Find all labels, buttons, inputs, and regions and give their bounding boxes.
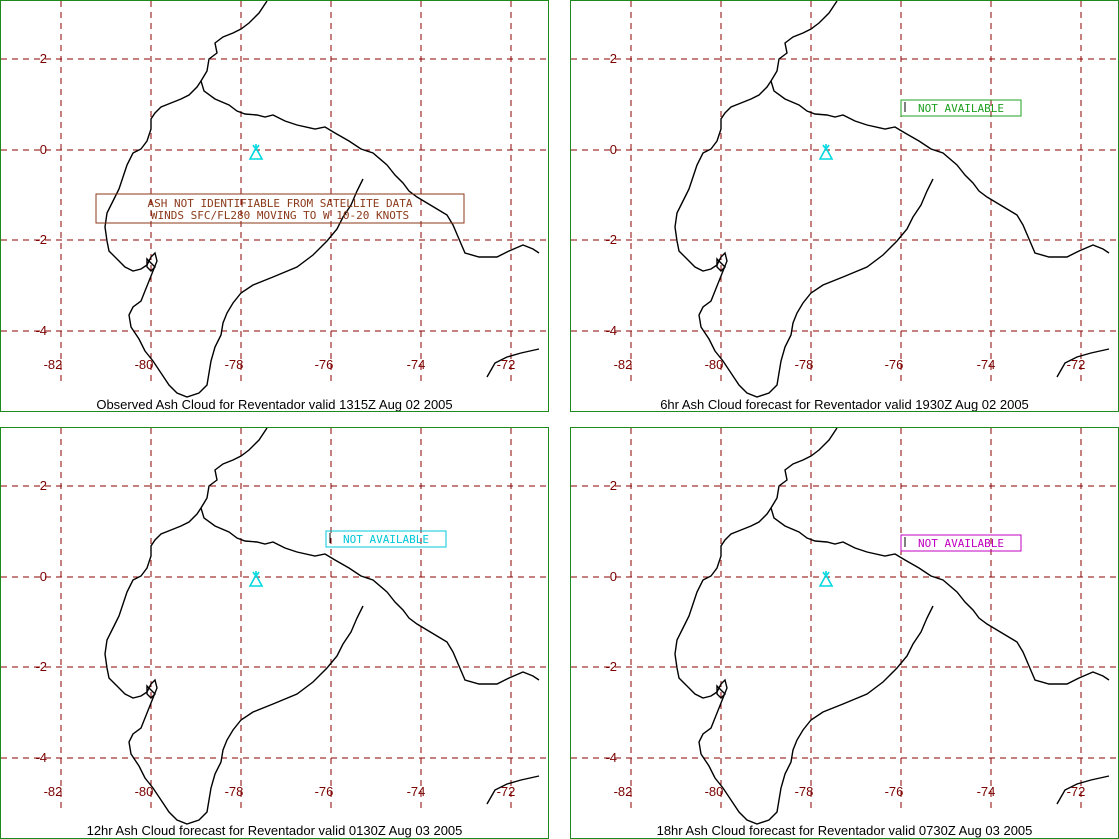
volcano-icon xyxy=(248,144,264,160)
coastline-path xyxy=(146,257,156,272)
coastline-path xyxy=(674,80,934,398)
x-tick-label: -76 xyxy=(885,357,904,372)
x-tick-label: -78 xyxy=(225,784,244,799)
x-tick-label: -78 xyxy=(795,784,814,799)
x-tick-label: -72 xyxy=(497,784,516,799)
ash-note-line: NOT AVAILABLE xyxy=(918,102,1004,115)
grid xyxy=(1,428,548,808)
coastline-path xyxy=(674,507,934,825)
y-tick-label: 0 xyxy=(40,569,47,584)
x-tick-label: -76 xyxy=(885,784,904,799)
volcano-icon xyxy=(248,571,264,587)
coastline-path xyxy=(1056,348,1110,378)
y-tick-label: -4 xyxy=(35,323,47,338)
x-tick-label: -72 xyxy=(1067,784,1086,799)
x-tick-label: -76 xyxy=(315,784,334,799)
volcano-icon xyxy=(818,144,834,160)
x-tick-label: -74 xyxy=(977,784,996,799)
map-plot: -82 -80 -78 -76 -74 -72 2 0 -2 -4 NOT AVAILABLE xyxy=(571,428,1118,825)
y-tick-label: 2 xyxy=(610,478,617,493)
x-tick-label: -80 xyxy=(135,357,154,372)
x-tick-label: -80 xyxy=(705,784,724,799)
coastline-path xyxy=(486,775,540,805)
panel-caption: 18hr Ash Cloud forecast for Reventador v… xyxy=(656,823,1033,838)
ash-note-line: WINDS SFC/FL280 MOVING TO W 10-20 KNOTS xyxy=(151,209,409,222)
y-tick-label: 0 xyxy=(40,142,47,157)
x-tick-label: -82 xyxy=(44,784,63,799)
x-tick-label: -72 xyxy=(497,357,516,372)
grid xyxy=(1,1,548,381)
y-tick-label: 2 xyxy=(610,51,617,66)
coastline-path xyxy=(716,684,726,699)
ash-status-note: NOT AVAILABLE xyxy=(900,534,1022,552)
panel-caption: 12hr Ash Cloud forecast for Reventador v… xyxy=(86,823,463,838)
ash-note-line: NOT AVAILABLE xyxy=(343,533,429,546)
ash-status-note: NOT AVAILABLE xyxy=(325,530,447,548)
coastline-path xyxy=(486,348,540,378)
x-tick-label: -74 xyxy=(977,357,996,372)
x-tick-label: -78 xyxy=(795,357,814,372)
coastline-path xyxy=(200,1,540,258)
ash-note-line: ASH NOT IDENTIFIABLE FROM SATELLITE DATA xyxy=(148,197,413,210)
map-panel-observed: -82 -80 -78 -76 -74 -72 2 0 -2 -4 ASH NOT IDENTIFI… xyxy=(0,0,549,412)
y-tick-label: -2 xyxy=(605,659,617,674)
y-tick-label: 2 xyxy=(40,51,47,66)
coastline-path xyxy=(146,684,156,699)
panel-caption: 6hr Ash Cloud forecast for Reventador va… xyxy=(660,397,1029,412)
x-tick-label: -74 xyxy=(407,784,426,799)
y-tick-label: -2 xyxy=(35,659,47,674)
x-tick-label: -78 xyxy=(225,357,244,372)
panel-caption: Observed Ash Cloud for Reventador valid … xyxy=(96,397,453,412)
ash-note-line: NOT AVAILABLE xyxy=(918,537,1004,550)
coastline-path xyxy=(1056,775,1110,805)
coastline xyxy=(104,1,540,398)
map-plot: -82 -80 -78 -76 -74 -72 2 0 -2 -4 NOT AVAILABLE xyxy=(571,1,1118,398)
y-tick-label: -4 xyxy=(605,323,617,338)
y-tick-label: 0 xyxy=(610,569,617,584)
coastline-path xyxy=(104,507,364,825)
x-tick-label: -82 xyxy=(614,784,633,799)
volcano-icon xyxy=(818,571,834,587)
x-tick-label: -82 xyxy=(614,357,633,372)
y-tick-label: -4 xyxy=(35,750,47,765)
ash-status-note: NOT AVAILABLE xyxy=(900,99,1022,117)
coastline-path xyxy=(104,80,364,398)
map-panel-18hr: -82 -80 -78 -76 -74 -72 2 0 -2 -4 NOT AVAILABLE 18… xyxy=(570,427,1119,839)
y-tick-label: -4 xyxy=(605,750,617,765)
x-tick-label: -72 xyxy=(1067,357,1086,372)
map-plot: -82 -80 -78 -76 -74 -72 2 0 -2 -4 NOT AVAILABLE xyxy=(1,428,548,825)
x-tick-label: -76 xyxy=(315,357,334,372)
map-panel-12hr: -82 -80 -78 -76 -74 -72 2 0 -2 -4 NOT AVAILABLE 12… xyxy=(0,427,549,839)
grid xyxy=(571,1,1118,381)
coastline-path xyxy=(770,1,1110,258)
x-tick-label: -82 xyxy=(44,357,63,372)
coastline xyxy=(104,428,540,825)
coastline xyxy=(674,1,1110,398)
map-plot: -82 -80 -78 -76 -74 -72 2 0 -2 -4 ASH NOT IDENTIFI… xyxy=(1,1,548,398)
y-tick-label: 2 xyxy=(40,478,47,493)
grid xyxy=(571,428,1118,808)
x-tick-label: -74 xyxy=(407,357,426,372)
ash-status-note: ASH NOT IDENTIFIABLE FROM SATELLITE DATA… xyxy=(95,193,465,224)
map-panel-6hr: -82 -80 -78 -76 -74 -72 2 0 -2 -4 NOT AVAILABLE 6h… xyxy=(570,0,1119,412)
coastline-path xyxy=(716,257,726,272)
coastline-path xyxy=(200,428,540,685)
coastline xyxy=(674,428,1110,825)
y-tick-label: -2 xyxy=(605,232,617,247)
coastline-path xyxy=(770,428,1110,685)
x-tick-label: -80 xyxy=(135,784,154,799)
y-tick-label: -2 xyxy=(35,232,47,247)
x-tick-label: -80 xyxy=(705,357,724,372)
y-tick-label: 0 xyxy=(610,142,617,157)
